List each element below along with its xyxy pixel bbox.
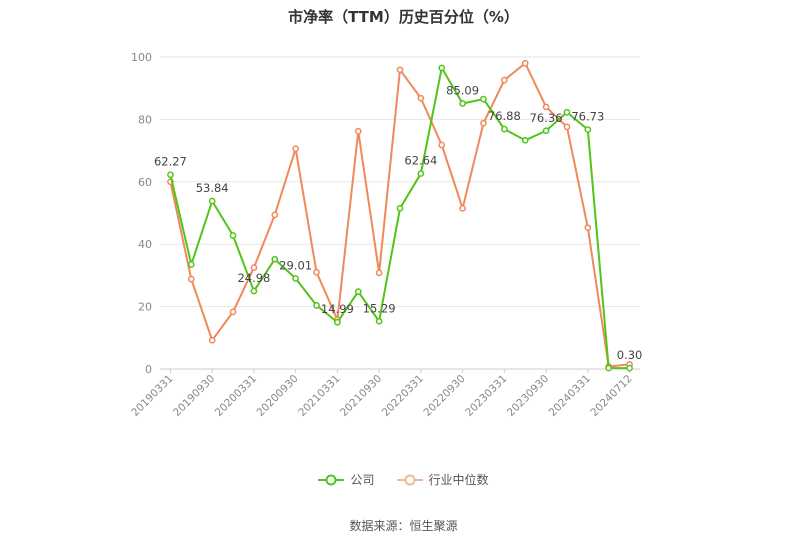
legend-item-industry-median[interactable]: 行业中位数 <box>396 471 489 488</box>
data-label: 76.88 <box>488 109 521 123</box>
data-point-company <box>354 288 362 295</box>
data-label: 14.99 <box>321 302 354 316</box>
x-tick-label: 20200930 <box>254 373 300 419</box>
data-point-industry-median <box>417 94 425 102</box>
y-tick-label: 80 <box>138 113 152 126</box>
data-point-industry-median <box>187 275 195 283</box>
x-tick-label: 20210930 <box>338 373 384 419</box>
data-point-industry-median <box>354 127 362 135</box>
data-label: 76.73 <box>571 110 604 124</box>
data-point-company <box>271 255 279 263</box>
data-point-company <box>521 136 529 144</box>
data-point-industry-median <box>313 268 320 276</box>
chart-title: 市净率（TTM）历史百分位（%） <box>288 8 519 26</box>
x-tick-label: 20240712 <box>588 373 634 419</box>
data-point-company <box>438 64 446 72</box>
data-point-industry-median <box>250 264 258 271</box>
x-tick-label: 20190930 <box>171 373 217 419</box>
data-point-industry-median <box>375 269 383 277</box>
data-point-company <box>500 125 508 133</box>
data-point-company <box>542 127 550 135</box>
data-point-industry-median <box>480 119 487 127</box>
legend-swatch-company <box>318 474 345 485</box>
data-point-company <box>417 170 425 177</box>
data-point-company <box>375 317 383 325</box>
x-tick-label: 20210331 <box>296 373 342 419</box>
data-point-company <box>334 318 341 326</box>
data-point-company <box>250 287 258 295</box>
data-point-industry-median <box>584 224 592 232</box>
legend-label-company: 公司 <box>350 473 375 487</box>
legend-label-industry-median: 行业中位数 <box>428 473 489 487</box>
data-point-company <box>396 204 404 212</box>
data-point-company <box>292 275 300 282</box>
data-label: 0.30 <box>617 348 643 362</box>
data-point-company <box>626 364 633 372</box>
data-point-industry-median <box>521 59 529 67</box>
legend-swatch-industry-median <box>396 474 423 485</box>
data-label: 29.01 <box>279 258 312 272</box>
x-tick-label: 20200331 <box>213 373 259 419</box>
data-label: 24.98 <box>237 271 270 285</box>
data-point-industry-median <box>459 204 466 212</box>
x-tick-label: 20240331 <box>547 373 593 419</box>
y-tick-label: 40 <box>138 238 152 251</box>
data-label: 62.27 <box>154 155 187 169</box>
y-tick-label: 20 <box>138 301 152 314</box>
data-label: 85.09 <box>446 84 479 98</box>
data-point-industry-median <box>271 211 279 219</box>
data-source: 数据来源：恒生聚源 <box>349 519 458 533</box>
legend: 公司 行业中位数 <box>0 471 807 488</box>
data-point-industry-median <box>500 76 508 84</box>
data-point-company <box>563 108 571 116</box>
data-label: 76.36 <box>530 111 563 125</box>
y-tick-label: 60 <box>138 176 152 189</box>
data-label: 15.29 <box>363 301 396 315</box>
y-tick-label: 100 <box>131 51 152 64</box>
x-tick-label: 20220331 <box>380 373 426 419</box>
data-point-industry-median <box>292 145 300 153</box>
data-point-company <box>187 261 195 268</box>
data-point-industry-median <box>438 141 446 149</box>
data-label: 53.84 <box>196 181 229 195</box>
y-tick-label: 0 <box>145 363 152 376</box>
data-point-company <box>313 302 320 309</box>
x-tick-label: 20220930 <box>421 373 467 419</box>
data-point-industry-median <box>396 66 404 74</box>
data-point-industry-median <box>229 308 237 316</box>
x-tick-label: 20230930 <box>505 373 551 419</box>
x-tick-label: 20230331 <box>463 373 509 419</box>
x-tick-label: 20190331 <box>129 373 175 419</box>
data-point-company <box>584 126 592 133</box>
data-point-company <box>208 197 216 205</box>
data-point-industry-median <box>208 336 216 344</box>
data-point-company <box>459 100 466 107</box>
data-point-industry-median <box>563 123 571 131</box>
data-point-industry-median <box>542 103 550 111</box>
legend-item-company[interactable]: 公司 <box>318 471 375 488</box>
data-point-company <box>480 95 487 103</box>
series-line-industry-median <box>169 62 630 368</box>
data-point-company <box>167 171 174 179</box>
data-label: 62.64 <box>404 154 437 168</box>
data-point-company <box>229 232 237 239</box>
data-point-company <box>605 364 613 372</box>
